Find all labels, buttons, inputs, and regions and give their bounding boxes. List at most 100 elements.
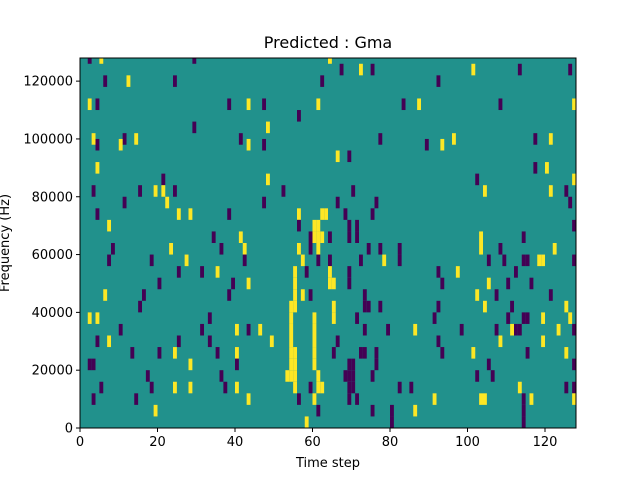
heatmap-cell (370, 208, 375, 220)
heatmap-cell (475, 173, 480, 186)
heatmap-cell (328, 266, 332, 278)
x-axis-label: Time step (295, 456, 360, 471)
heatmap-cell (87, 58, 92, 64)
heatmap-cell (529, 393, 534, 405)
heatmap-cell (483, 185, 487, 197)
heatmap-cell (312, 393, 317, 405)
heatmap-cell (308, 381, 313, 394)
heatmap-cell (335, 196, 340, 209)
heatmap-cell (479, 231, 484, 243)
heatmap-cell (572, 381, 577, 394)
heatmap-cell (413, 404, 418, 417)
heatmap-cell (219, 370, 224, 382)
heatmap-cell (521, 416, 526, 428)
y-tick-label: 40000 (32, 306, 73, 321)
heatmap-cell (510, 323, 515, 336)
heatmap-cell (366, 243, 371, 255)
heatmap-cell (145, 370, 150, 382)
heatmap-cell (351, 358, 356, 371)
heatmap-cell (347, 358, 352, 371)
heatmap-cell (328, 277, 332, 290)
heatmap-cell (316, 219, 321, 232)
heatmap-cell (529, 277, 534, 290)
heatmap-cell (494, 323, 499, 336)
x-tick-label: 80 (382, 435, 399, 450)
heatmap-cell (413, 323, 418, 336)
heatmap-cell (347, 231, 352, 243)
heatmap-cell (138, 300, 143, 313)
heatmap-cell (525, 312, 530, 324)
heatmap-cell (107, 219, 112, 232)
heatmap-cell (95, 138, 100, 151)
heatmap-cell (541, 335, 546, 348)
heatmap-cell (227, 208, 232, 220)
heatmap-cell (564, 300, 569, 313)
heatmap-cell (320, 381, 325, 394)
heatmap-cell (304, 416, 309, 428)
heatmap-cell (370, 404, 375, 417)
heatmap-cell (289, 300, 294, 313)
heatmap-cell (486, 254, 491, 267)
heatmap-cell (320, 75, 325, 87)
heatmap-cell (297, 208, 301, 220)
heatmap-cell (138, 185, 143, 197)
heatmap-cell (235, 381, 239, 394)
heatmap-cell (95, 162, 100, 174)
heatmap-cell (312, 358, 317, 371)
heatmap-cell (436, 335, 441, 348)
heatmap-cell (401, 98, 406, 111)
heatmap-cell (118, 138, 123, 151)
heatmap-cell (103, 75, 108, 87)
heatmap-cell (304, 266, 309, 278)
heatmap-cell (335, 335, 340, 348)
heatmap-cell (293, 300, 298, 313)
heatmap-cell (200, 266, 205, 278)
heatmap-cell (219, 243, 224, 255)
heatmap-cell (347, 266, 352, 278)
heatmap-cell (525, 347, 530, 359)
heatmap-cell (545, 162, 549, 174)
heatmap-cell (486, 358, 491, 371)
heatmap-cell (161, 185, 166, 197)
heatmap-cell (343, 208, 348, 220)
y-tick-label: 60000 (32, 248, 73, 263)
heatmap-cell (483, 393, 487, 405)
heatmap-cell (118, 323, 123, 336)
heatmap-cell (351, 381, 356, 394)
heatmap-cell (312, 323, 317, 336)
heatmap-cell (157, 347, 162, 359)
heatmap-cell (521, 231, 526, 243)
heatmap-cell (165, 196, 170, 209)
heatmap-cell (417, 98, 422, 111)
heatmap-cell (378, 300, 383, 313)
heatmap-cell (409, 381, 414, 394)
heatmap-cell (374, 196, 379, 209)
heatmap-cell (471, 347, 476, 359)
plot-area (79, 57, 577, 429)
heatmap-cell (173, 185, 177, 197)
heatmap-cell (572, 323, 577, 336)
heatmap-cell (397, 254, 402, 267)
heatmap-cell (211, 231, 216, 243)
heatmap-cell (572, 173, 577, 186)
heatmap-cell (521, 254, 526, 267)
heatmap-cell (207, 312, 212, 324)
heatmap-cell (281, 185, 286, 197)
heatmap-cell (173, 347, 177, 359)
heatmap-cell (215, 266, 220, 278)
heatmap-cell (312, 231, 317, 243)
heatmap-cell (227, 98, 232, 111)
heatmap-cell (506, 277, 511, 290)
heatmap-cell (297, 393, 301, 405)
y-tick-label: 0 (65, 422, 73, 437)
heatmap-cell (355, 219, 360, 232)
heatmap-cell (289, 335, 294, 348)
heatmap-cell (541, 254, 546, 267)
heatmap-cell (490, 370, 495, 382)
heatmap-cell (99, 381, 104, 394)
heatmap-cell (328, 231, 332, 243)
heatmap-cell (308, 289, 313, 301)
heatmap-cell (316, 404, 321, 417)
heatmap-cell (537, 254, 542, 267)
heatmap-cell (483, 300, 487, 313)
